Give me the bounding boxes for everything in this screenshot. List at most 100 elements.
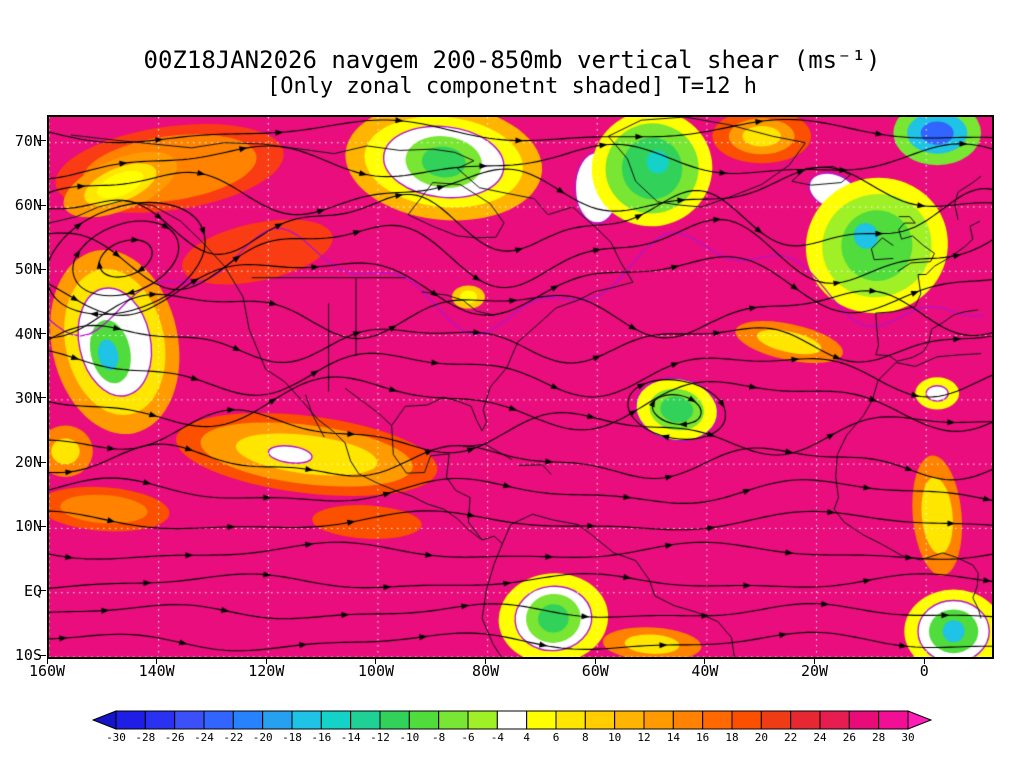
colorbar-right-arrow (907, 710, 933, 730)
colorbar-tick-label: 8 (582, 731, 589, 744)
x-axis-tick (814, 657, 816, 664)
colorbar-segment (584, 710, 616, 730)
colorbar-segment (115, 710, 146, 730)
colorbar-gradient-wrap (91, 710, 933, 734)
lat-tick-label: 30N (14, 388, 42, 407)
colorbar-left-arrow (91, 710, 117, 730)
colorbar-segment (819, 710, 850, 730)
lat-tick-label: 40N (14, 324, 42, 343)
lat-tick-label: 20N (14, 453, 42, 472)
y-axis-tick (38, 590, 46, 592)
lon-tick-label: 40W (691, 662, 719, 680)
colorbar-tick-label: -6 (461, 731, 475, 744)
lat-tick-label: 70N (14, 131, 42, 150)
colorbar-segment (643, 710, 674, 730)
y-axis-tick (38, 461, 46, 463)
y-axis-tick (38, 140, 46, 142)
colorbar-segment (878, 710, 909, 730)
colorbar-tick-label: 22 (784, 731, 798, 744)
colorbar-tick-label: -26 (164, 731, 185, 744)
colorbar-segment (731, 710, 762, 730)
x-axis-tick (704, 657, 706, 664)
colorbar-tick-label: 4 (523, 731, 530, 744)
colorbar-tick-label: -18 (282, 731, 302, 744)
lon-tick-label: 140W (138, 662, 175, 680)
x-axis-tick (594, 657, 596, 664)
colorbar-tick-label: 30 (901, 731, 915, 744)
colorbar-tick-label: -30 (106, 731, 126, 744)
colorbar-tick-label: 6 (552, 731, 560, 744)
lat-tick-label: 60N (14, 196, 42, 214)
shear-map-canvas (49, 117, 992, 657)
colorbar-segment (496, 710, 528, 730)
colorbar-tick-label: 20 (754, 731, 768, 744)
colorbar-segment (848, 710, 880, 730)
x-axis-tick (46, 657, 48, 664)
lat-tick-label: 10S (14, 646, 42, 664)
colorbar-segment (790, 710, 821, 730)
chart-title: 00Z18JAN2026 navgem 200-850mb vertical s… (143, 46, 881, 74)
lon-tick-label: 80W (472, 662, 500, 680)
colorbar-gradient (91, 710, 933, 730)
colorbar-segment (350, 710, 381, 730)
colorbar-tick-label: -22 (223, 731, 244, 744)
y-axis-tick (38, 397, 46, 399)
colorbar-segment (320, 710, 352, 730)
y-axis-tick (38, 525, 46, 527)
colorbar-segment (672, 710, 704, 730)
colorbar-tick-label: 18 (725, 731, 739, 744)
colorbar-segment (526, 710, 557, 730)
colorbar-segment (614, 710, 645, 730)
y-axis-tick (38, 654, 46, 656)
lon-tick-label: 120W (248, 662, 285, 680)
lon-tick-label: 60W (581, 662, 609, 680)
colorbar-segment (379, 710, 410, 730)
colorbar-tick-label: 14 (666, 731, 680, 744)
colorbar-segment (203, 710, 234, 730)
colorbar-segment (174, 710, 205, 730)
colorbar-tick-label: -12 (370, 731, 390, 744)
colorbar-tick-label: -20 (252, 731, 273, 744)
colorbar-tick-label: -4 (490, 731, 504, 744)
x-axis-tick (265, 657, 267, 664)
colorbar-tick-label: -10 (399, 731, 420, 744)
colorbar-segment (760, 710, 792, 730)
colorbar-segment (232, 710, 264, 730)
lon-tick-label: 100W (357, 662, 395, 680)
colorbar-tick-label: 26 (842, 731, 856, 744)
map-plot (47, 115, 994, 659)
colorbar-tick-label: 12 (637, 731, 651, 744)
colorbar-segment (555, 710, 586, 730)
colorbar-segment (438, 710, 469, 730)
colorbar-tick-label: 10 (608, 731, 622, 744)
x-axis-tick (156, 657, 158, 664)
colorbar-tick-label: 16 (696, 731, 710, 744)
lon-tick-label: 160W (28, 662, 66, 680)
colorbar-labels: -30 -28 -26 -24 -22 -20 -18 -16 -14 -12 -10 -8 -6 -4 4… (92, 731, 932, 747)
colorbar-segment (702, 710, 733, 730)
y-axis-tick (38, 204, 46, 206)
chart-subtitle: [Only zonal componetnt shaded] T=12 h (266, 74, 758, 99)
colorbar-segment (408, 710, 440, 730)
lat-tick-label: 10N (14, 517, 42, 536)
colorbar-tick-label: -28 (135, 731, 156, 744)
colorbar-segment (467, 710, 498, 730)
y-axis-tick (38, 268, 46, 270)
colorbar-tick-label: -14 (340, 731, 361, 744)
x-axis-tick (375, 657, 377, 664)
colorbar-segment (291, 710, 322, 730)
lon-tick-label: 20W (801, 662, 829, 680)
x-axis-tick (923, 657, 925, 664)
lat-tick-label: EQ (23, 581, 42, 600)
colorbar-tick-label: -8 (432, 731, 446, 744)
colorbar-tick-label: 24 (813, 731, 827, 744)
colorbar-tick-label: -24 (194, 731, 214, 744)
colorbar-tick-label: 28 (872, 731, 886, 744)
colorbar-segment (144, 710, 176, 730)
colorbar: -30 -28 -26 -24 -22 -20 -18 -16 -14 -12 -10 -8 -6 -4 4… (91, 710, 933, 754)
lon-tick-label: 0 (919, 662, 929, 680)
lat-tick-label: 50N (14, 260, 42, 279)
y-axis-tick (38, 333, 46, 335)
colorbar-segment (262, 710, 293, 730)
